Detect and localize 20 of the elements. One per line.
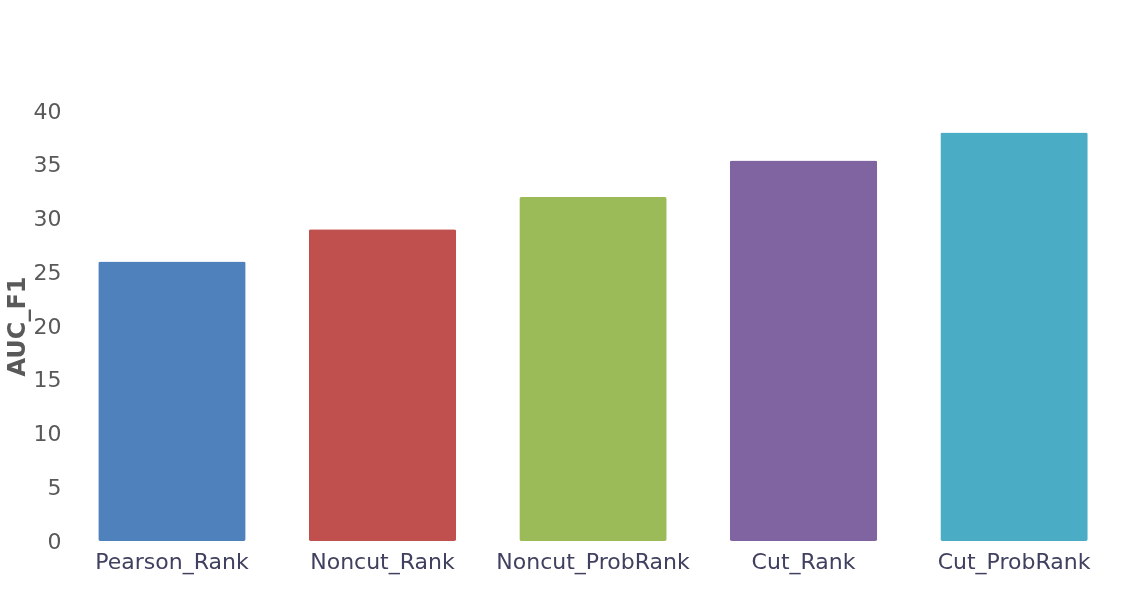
y-tick-label: 40 — [33, 98, 62, 124]
y-tick-label: 25 — [33, 259, 62, 285]
bar — [729, 160, 878, 541]
x-tick-label: Cut_Rank — [751, 548, 856, 575]
bar — [98, 261, 246, 541]
y-axis-title: AUC_F1 — [2, 276, 31, 377]
bar — [519, 197, 667, 541]
y-tick-label: 5 — [47, 474, 62, 500]
bar — [940, 132, 1088, 541]
x-tick-label: Noncut_Rank — [310, 548, 455, 575]
bar — [308, 229, 457, 541]
y-tick-label: 35 — [33, 152, 62, 178]
x-tick-label: Noncut_ProbRank — [496, 548, 690, 575]
y-tick-label: 0 — [47, 528, 62, 554]
x-tick-label: Cut_ProbRank — [937, 548, 1091, 575]
x-tick-label: Pearson_Rank — [95, 548, 249, 575]
y-tick-label: 15 — [33, 367, 62, 393]
y-tick-label: 10 — [33, 421, 62, 446]
y-tick-label: 20 — [33, 313, 62, 339]
y-tick-label: 30 — [33, 206, 62, 231]
